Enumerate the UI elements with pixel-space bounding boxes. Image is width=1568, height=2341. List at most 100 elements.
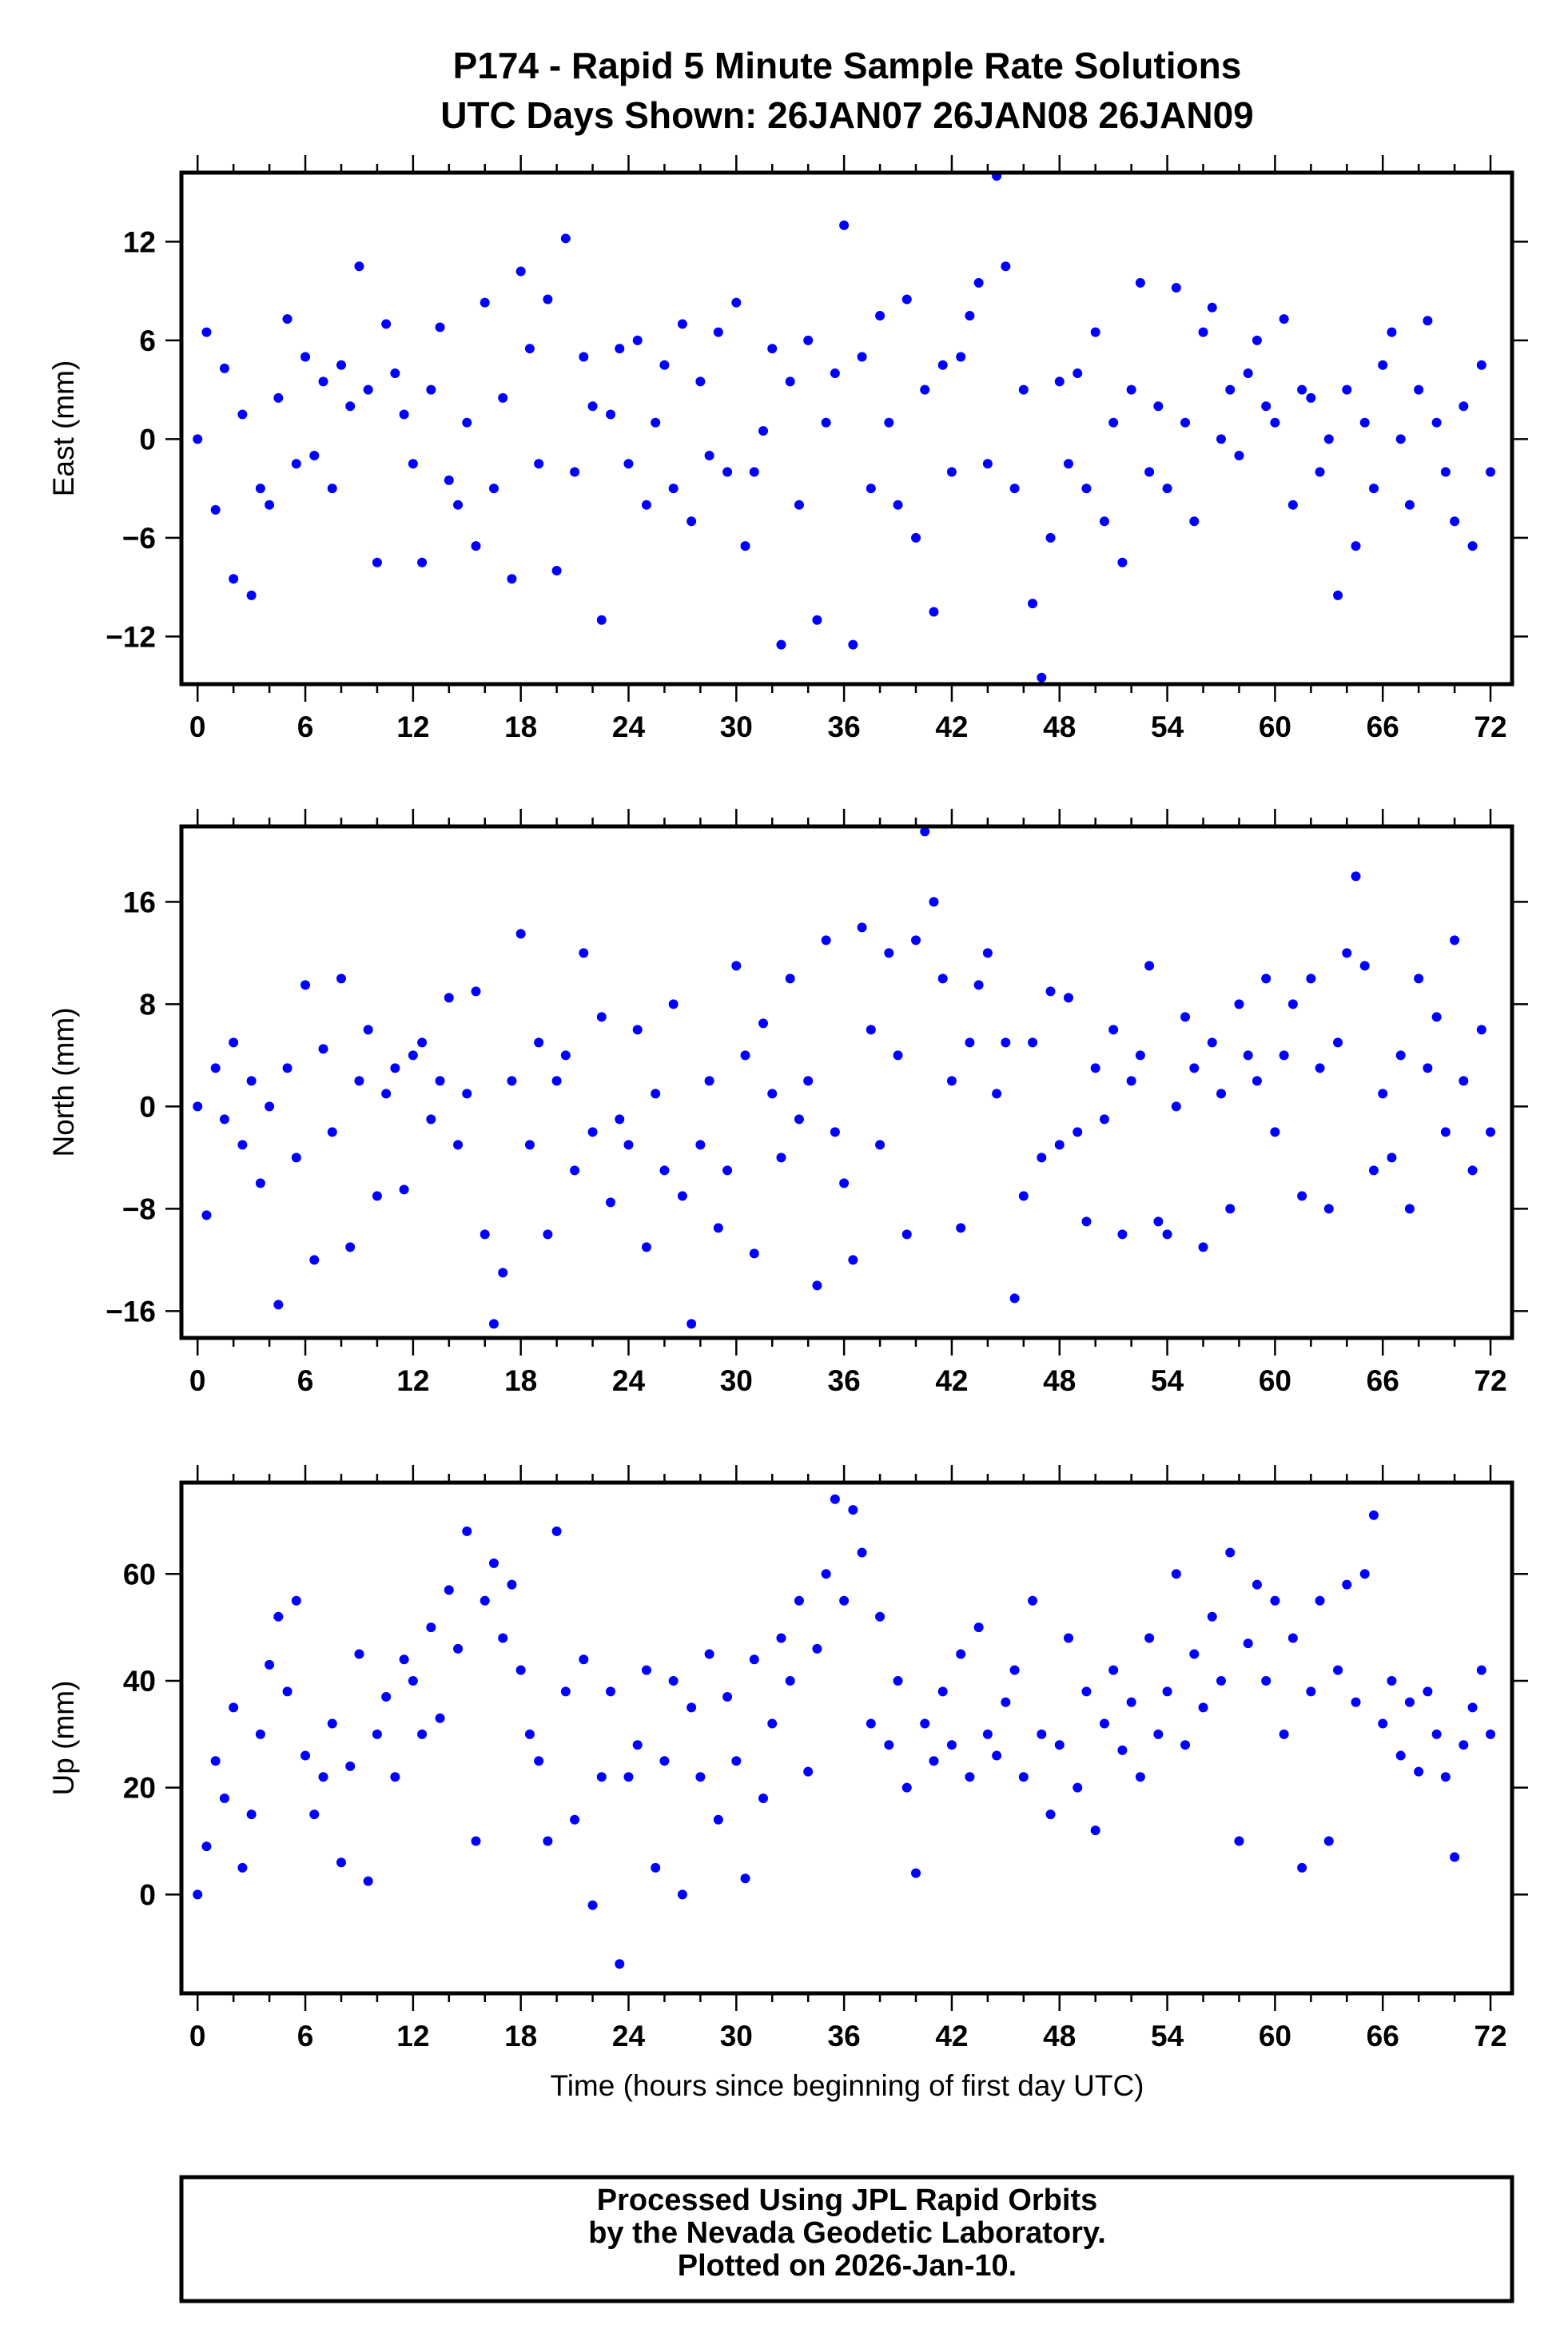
data-point: [1395, 1750, 1406, 1761]
data-point: [1216, 434, 1226, 444]
data-point: [579, 352, 589, 362]
data-point: [1037, 1729, 1047, 1739]
data-point: [462, 1526, 472, 1536]
data-point: [668, 484, 679, 494]
plot-frame: [179, 170, 1514, 687]
data-point: [749, 467, 759, 477]
data-point: [219, 363, 229, 373]
data-point: [345, 1761, 356, 1771]
data-point: [901, 1229, 912, 1240]
x-tick-label: 0: [189, 711, 206, 743]
data-point: [1126, 1697, 1136, 1707]
data-point: [1207, 1611, 1217, 1622]
y-axis-label: Up (mm): [47, 1681, 80, 1796]
data-point: [1162, 1229, 1172, 1240]
data-point: [632, 1025, 643, 1035]
data-point: [1081, 1686, 1092, 1697]
data-point: [1252, 1579, 1262, 1590]
data-point: [893, 1050, 903, 1061]
data-point: [946, 1076, 957, 1086]
data-point: [749, 1654, 759, 1665]
data-point: [704, 450, 714, 460]
data-point: [1395, 434, 1406, 444]
data-point: [265, 500, 275, 510]
data-point: [471, 986, 481, 997]
data-point: [1225, 1204, 1236, 1214]
data-point: [300, 352, 311, 362]
data-point: [875, 1140, 885, 1150]
data-point: [1207, 1037, 1217, 1048]
data-point: [1404, 1697, 1415, 1707]
data-point: [911, 935, 921, 946]
data-point: [265, 1659, 275, 1670]
data-point: [426, 384, 436, 395]
data-point: [920, 384, 930, 395]
data-point: [246, 1076, 257, 1086]
data-point: [193, 1889, 203, 1900]
y-tick-label: 0: [139, 1878, 156, 1911]
data-point: [830, 1127, 840, 1137]
data-point: [1252, 1076, 1262, 1086]
data-point: [830, 1494, 840, 1504]
data-point: [408, 459, 418, 469]
data-point: [596, 615, 607, 625]
data-point: [1135, 1772, 1145, 1782]
data-point: [1064, 459, 1073, 469]
data-point: [992, 1089, 1002, 1099]
data-point: [1315, 467, 1325, 477]
data-point: [1378, 360, 1388, 370]
data-point: [1252, 335, 1262, 345]
data-point: [686, 1319, 697, 1329]
data-point: [731, 961, 742, 971]
data-point: [821, 1569, 831, 1579]
data-point: [318, 1044, 328, 1054]
data-point: [1099, 1718, 1109, 1729]
data-point: [1009, 1665, 1020, 1675]
data-point: [534, 459, 544, 469]
data-point: [1126, 384, 1136, 395]
data-point: [318, 1772, 328, 1782]
chart-title: P174 - Rapid 5 Minute Sample Rate Soluti…: [453, 45, 1242, 86]
data-point: [1198, 1242, 1208, 1252]
y-tick-label: 40: [123, 1665, 156, 1698]
data-point: [1180, 1740, 1191, 1750]
data-point: [659, 1165, 670, 1176]
data-point: [300, 980, 311, 990]
data-point: [1108, 1665, 1119, 1675]
data-point: [1279, 1729, 1289, 1739]
data-point: [444, 475, 454, 485]
data-point: [273, 1300, 284, 1310]
data-point: [884, 1740, 894, 1750]
data-point: [237, 1862, 248, 1873]
data-point: [1342, 384, 1352, 395]
data-point: [524, 1729, 535, 1739]
data-point: [1297, 1191, 1307, 1201]
footer-line-3: Plotted on 2026-Jan-10.: [678, 2249, 1017, 2283]
data-point: [1351, 541, 1361, 551]
data-point: [767, 1089, 778, 1099]
north-panel: 0 6 12 18 24 30 36 42 48 54 60 66 72 −16 −8 0 8 16 North (…: [47, 809, 1528, 1397]
data-point: [973, 980, 984, 990]
data-point: [1153, 401, 1164, 412]
data-point: [1395, 1050, 1406, 1061]
data-point: [471, 541, 481, 551]
data-point: [327, 484, 337, 494]
data-point: [480, 1229, 490, 1240]
data-point: [237, 1140, 248, 1150]
data-point: [740, 1050, 750, 1061]
data-point: [632, 1740, 643, 1750]
data-point: [1378, 1089, 1388, 1099]
data-point: [488, 1558, 499, 1568]
data-point: [229, 1037, 239, 1048]
data-point: [713, 1814, 723, 1825]
data-point: [803, 1076, 814, 1086]
data-point: [1476, 360, 1486, 370]
data-point: [1009, 1293, 1020, 1304]
data-point: [291, 1153, 301, 1163]
data-point: [435, 1713, 445, 1723]
data-point: [686, 1702, 697, 1713]
data-point: [560, 1686, 571, 1697]
x-tick-label: 36: [828, 2020, 861, 2052]
data-point: [453, 1140, 464, 1150]
data-point: [1225, 384, 1236, 395]
